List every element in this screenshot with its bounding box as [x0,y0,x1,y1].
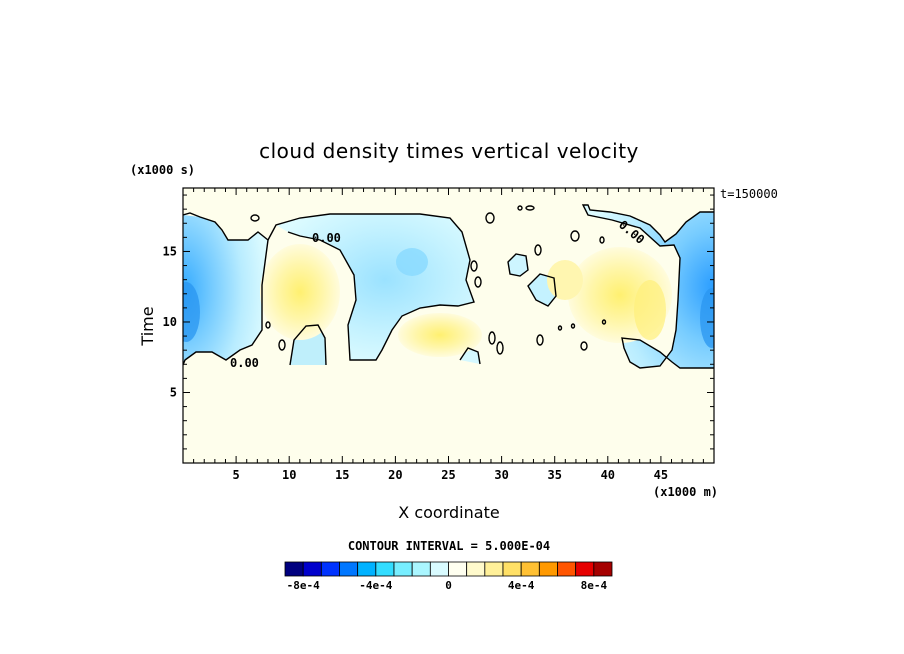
contour-pocket [289,324,327,366]
colorbar-tick-label: 0 [445,579,452,592]
colorbar: -8e-4 -4e-4 0 4e-4 8e-4 [284,561,613,592]
region-positive-left [260,244,340,340]
contour-blob-11 [517,205,523,211]
colorbar-swatch [466,561,486,577]
region-positive-right-inner [634,280,666,340]
colorbar-swatch [302,561,322,577]
region-negative-island-c [460,348,480,364]
contour-interval-label: CONTOUR INTERVAL = 5.000E-04 [348,539,550,553]
y-unit-label: (x1000 s) [130,163,195,177]
core-negative-left [183,282,200,342]
region-positive-small [547,260,583,300]
x-tick-label: 10 [282,468,296,482]
colorbar-swatch [520,561,540,577]
contour-island-b [527,273,557,307]
tick-layer: 5 10 15 20 25 30 35 40 45 5 10 15 [163,188,714,482]
contour-blob-18 [599,236,605,244]
y-tick-label: 15 [163,244,177,258]
colorbar-tick-label: 4e-4 [508,579,535,592]
y-tick-label: 5 [170,385,177,399]
colorbar-swatch [411,561,431,577]
chart-title: cloud density times vertical velocity [259,139,639,163]
x-tick-label: 20 [388,468,402,482]
zero-contours [183,204,714,369]
contour-blob-12 [601,319,607,325]
contour-island-a [507,253,529,277]
colorbar-swatch [357,561,377,577]
region-positive-center [398,313,482,357]
colorbar-swatch [502,561,522,577]
timestamp-label: t=150000 [720,187,778,201]
contour-blob-14 [557,325,563,331]
colorbar-swatch [393,561,413,577]
contour-blob-5 [485,212,495,224]
contour-blob-17 [278,339,286,351]
contour-blob-9 [580,341,588,351]
colorbar-swatch [375,561,395,577]
contour-blob-6 [488,331,496,345]
x-unit-label: (x1000 m) [653,485,718,499]
region-negative-middle-core [396,248,428,276]
x-tick-label: 15 [335,468,349,482]
region-negative-left [183,215,268,365]
region-negative-island-a [508,254,528,276]
x-tick-label: 40 [601,468,615,482]
contour-blob-7 [496,341,504,355]
y-tick-label: 10 [163,315,177,329]
x-tick-label: 45 [654,468,668,482]
colorbar-swatch [429,561,449,577]
x-tick-label: 35 [547,468,561,482]
colorbar-tick-label: 8e-4 [581,579,608,592]
contour-blob-2 [474,276,482,288]
region-negative-right [583,205,714,368]
colorbar-tick-label: -8e-4 [287,579,320,592]
colorbar-tick-label: -4e-4 [359,579,392,592]
colorbar-swatch [484,561,504,577]
contour-blob-10 [525,205,535,211]
contour-blob-3 [534,244,542,256]
colorbar-swatch [284,561,304,577]
contour-main [183,212,269,366]
colorbar-swatch [448,561,468,577]
contour-blob-13 [570,323,576,329]
colorbar-swatch [557,561,577,577]
y-axis-label: Time [138,306,157,346]
region-negative-middle [276,214,474,360]
contour-blob-1 [470,260,478,272]
contour-middle [267,213,475,361]
contour-blob-8 [536,334,544,346]
colorbar-swatch [320,561,340,577]
contour-blob-15 [250,214,260,222]
x-tick-label: 5 [232,468,239,482]
core-negative-right [700,288,714,348]
colorbar-swatch [593,561,613,577]
colorbar-swatch [339,561,359,577]
contour-blob-4 [570,230,580,242]
contour-blob-16 [265,321,271,329]
x-tick-label: 25 [441,468,455,482]
x-axis-label: X coordinate [398,503,499,522]
contour-label-lower: 0.00 [230,356,259,370]
contour-right [581,204,714,369]
colorbar-swatch [538,561,558,577]
contour-island-c [459,347,481,365]
x-tick-label: 30 [494,468,508,482]
contour-label-upper: 0.00 [312,231,341,245]
colorbar-swatch [575,561,595,577]
